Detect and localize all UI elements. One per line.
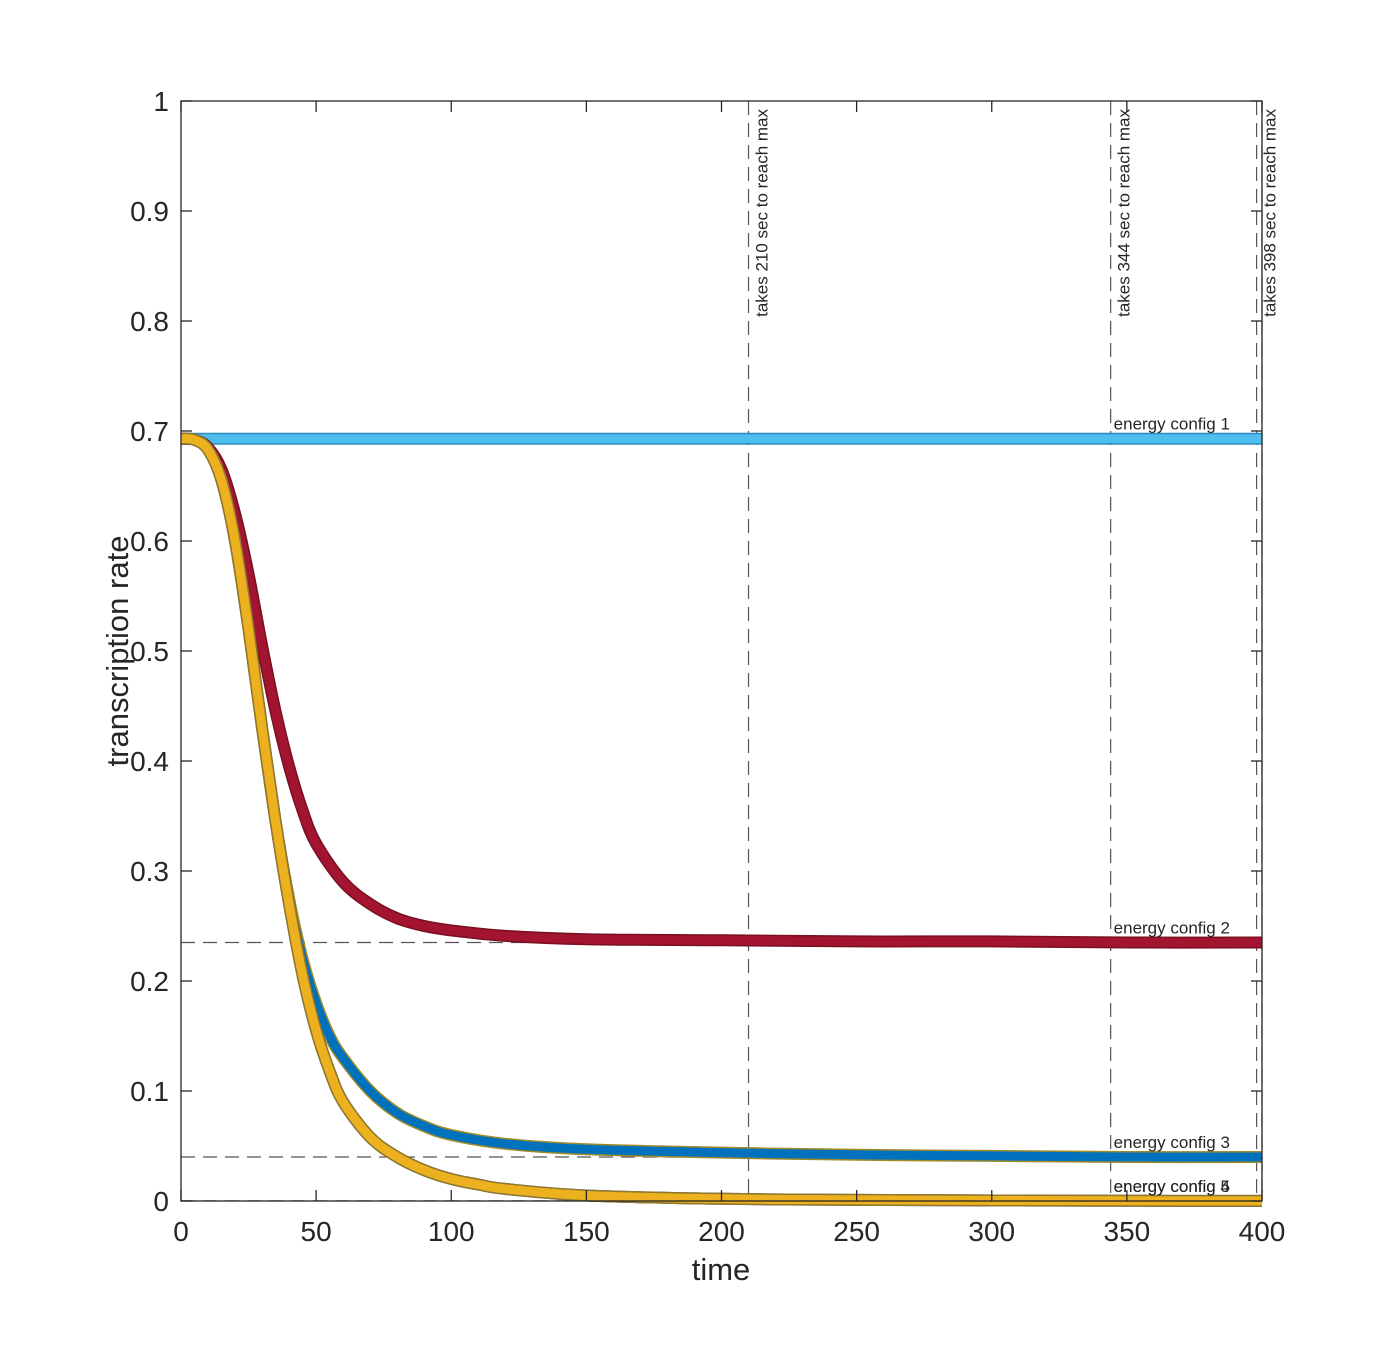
reference-lines (181, 101, 1263, 1202)
series-line-outline-3 (180, 432, 1263, 1164)
series-line-2 (180, 434, 1263, 948)
x-tick-label: 400 (1239, 1216, 1286, 1247)
axes-box (180, 100, 1263, 1202)
time-annotation-1: takes 210 sec to reach max (753, 109, 772, 317)
series-annotation-1: energy config 1 (1114, 415, 1230, 434)
time-annotation-2: takes 344 sec to reach max (1115, 109, 1134, 317)
y-tick-label: 0.1 (130, 1076, 169, 1107)
x-tick-label: 300 (968, 1216, 1015, 1247)
annotations-layer: takes 210 sec to reach max takes 344 sec … (753, 109, 1280, 1196)
series-line-5 (180, 434, 1263, 1206)
series-annotation-2: energy config 2 (1114, 919, 1230, 938)
x-axis-label: time (692, 1252, 751, 1287)
axes: 0 50 100 150 200 250 300 350 400 0 0.1 0.2 0.3 0.4 0.5… (130, 86, 1285, 1247)
x-tick-label: 50 (301, 1216, 332, 1247)
x-tick-label: 350 (1104, 1216, 1151, 1247)
series-layer (180, 432, 1263, 1207)
y-tick-label: 1 (153, 86, 169, 117)
time-annotation-3: takes 398 sec to reach max (1261, 109, 1280, 317)
y-tick-label: 0.3 (130, 856, 169, 887)
x-tick-label: 0 (173, 1216, 189, 1247)
y-tick-label: 0.9 (130, 196, 169, 227)
x-tick-label: 150 (563, 1216, 610, 1247)
y-tick-label: 0.4 (130, 746, 169, 777)
y-tick-label: 0.5 (130, 636, 169, 667)
x-tick-label: 100 (428, 1216, 475, 1247)
series-line-outline-5 (180, 432, 1263, 1207)
y-tick-label: 0.6 (130, 526, 169, 557)
series-annotation-5: energy config 5 (1114, 1177, 1230, 1196)
series-line-outline-4 (180, 432, 1263, 1207)
series-line-outline-2 (180, 432, 1263, 949)
series-annotation-4: energy config 4 (1114, 1177, 1230, 1196)
series-annotation-3: energy config 3 (1114, 1133, 1230, 1152)
y-tick-label: 0.2 (130, 966, 169, 997)
y-tick-label: 0 (153, 1186, 169, 1217)
y-axis-label: transcription rate (100, 536, 135, 767)
y-tick-label: 0.8 (130, 306, 169, 337)
x-tick-label: 200 (698, 1216, 745, 1247)
y-tick-label: 0.7 (130, 416, 169, 447)
x-tick-label: 250 (833, 1216, 880, 1247)
series-line-4 (180, 434, 1263, 1206)
